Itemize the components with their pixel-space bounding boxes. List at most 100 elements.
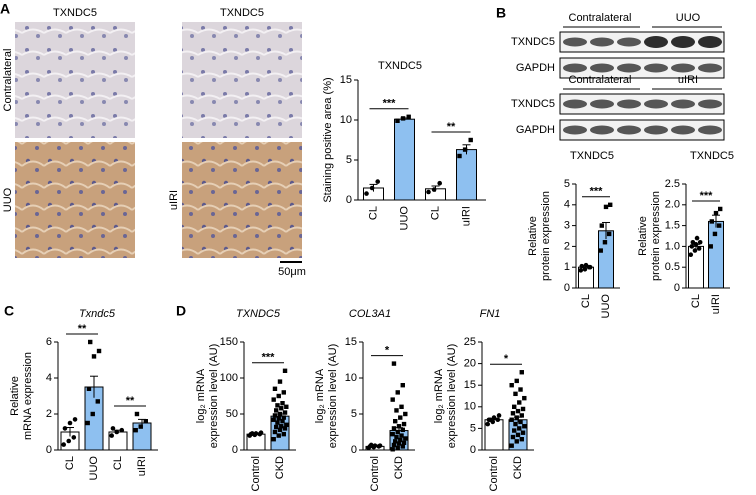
data-point bbox=[496, 413, 502, 418]
data-point bbox=[277, 379, 283, 384]
data-point bbox=[468, 137, 473, 143]
data-point bbox=[606, 231, 612, 237]
data-point bbox=[258, 430, 264, 436]
y-axis-label: log₂ mRNA bbox=[195, 368, 207, 423]
blot-header: UUO bbox=[676, 12, 701, 24]
data-point bbox=[281, 431, 286, 437]
data-point bbox=[66, 438, 72, 444]
data-point bbox=[375, 179, 381, 184]
data-point bbox=[390, 447, 395, 452]
y-axis-label: log₂ mRNA bbox=[314, 368, 326, 423]
data-point bbox=[517, 400, 522, 405]
data-point bbox=[690, 239, 696, 245]
data-point bbox=[583, 262, 589, 268]
data-point bbox=[279, 424, 284, 429]
data-point bbox=[369, 185, 375, 191]
data-point bbox=[134, 411, 140, 417]
data-point bbox=[274, 424, 279, 430]
data-point bbox=[274, 408, 279, 413]
data-point bbox=[394, 408, 399, 413]
blot-band bbox=[563, 99, 587, 109]
data-point bbox=[138, 424, 143, 429]
data-point bbox=[519, 437, 524, 442]
y-tick-label: 5 bbox=[346, 154, 352, 166]
blot-band bbox=[671, 99, 695, 109]
significance-label: *** bbox=[700, 190, 714, 202]
data-point bbox=[513, 391, 518, 397]
y-axis-label: Relative bbox=[9, 376, 21, 416]
data-point bbox=[400, 444, 405, 449]
panel-label: D bbox=[176, 303, 186, 319]
data-point bbox=[689, 244, 695, 249]
data-point bbox=[277, 411, 283, 417]
blot-band bbox=[671, 63, 695, 73]
data-point bbox=[401, 440, 407, 445]
significance-label: *** bbox=[262, 352, 276, 364]
chart-title: COL3A1 bbox=[349, 308, 391, 320]
y-axis-label: protein expression bbox=[650, 191, 662, 281]
row-label: UUO bbox=[2, 187, 14, 212]
data-point bbox=[85, 420, 90, 426]
chart-title: TXNDC5 bbox=[378, 60, 422, 72]
data-point bbox=[400, 383, 405, 388]
data-point bbox=[514, 378, 519, 384]
x-tick-label: CKD bbox=[393, 456, 405, 479]
data-point bbox=[495, 417, 501, 423]
data-point bbox=[603, 204, 609, 210]
data-point bbox=[276, 393, 281, 399]
y-tick-label: 2 bbox=[46, 408, 52, 420]
y-axis-label: Staining positive area (%) bbox=[322, 77, 334, 202]
panel-label: B bbox=[496, 5, 506, 21]
data-point bbox=[712, 231, 718, 237]
y-tick-label: 0 bbox=[674, 282, 680, 294]
y-tick-label: 10 bbox=[345, 372, 357, 384]
x-tick-label: Control bbox=[488, 456, 500, 491]
data-point bbox=[281, 415, 286, 420]
data-point bbox=[431, 187, 437, 192]
blot-band bbox=[563, 125, 587, 135]
data-point bbox=[90, 411, 95, 417]
data-point bbox=[399, 404, 404, 409]
data-point bbox=[396, 424, 402, 429]
data-point bbox=[602, 240, 608, 245]
data-point bbox=[280, 419, 285, 424]
data-point bbox=[462, 147, 468, 152]
data-point bbox=[716, 223, 722, 228]
y-tick-label: 50 bbox=[226, 408, 238, 420]
micrograph bbox=[15, 22, 135, 138]
data-point bbox=[391, 361, 397, 366]
data-point bbox=[437, 180, 443, 186]
data-point bbox=[514, 439, 519, 444]
blot-band bbox=[698, 36, 722, 48]
y-tick-label: 1.0 bbox=[665, 240, 680, 252]
micrograph-title: TXNDC5 bbox=[53, 7, 97, 19]
data-point bbox=[372, 443, 378, 448]
data-point bbox=[403, 411, 408, 417]
blot-strip bbox=[559, 93, 725, 115]
data-point bbox=[279, 406, 284, 411]
y-tick-label: 20 bbox=[464, 358, 476, 370]
data-point bbox=[395, 118, 400, 123]
data-point bbox=[253, 431, 259, 436]
data-point bbox=[61, 442, 66, 447]
bar bbox=[394, 118, 415, 201]
blot-band bbox=[644, 63, 668, 73]
blot-band bbox=[617, 63, 641, 73]
y-tick-label: 4 bbox=[46, 372, 52, 384]
data-point bbox=[518, 387, 523, 392]
data-point bbox=[275, 403, 280, 408]
y-tick-label: 100 bbox=[220, 372, 238, 384]
data-point bbox=[395, 429, 400, 435]
y-tick-label: 15 bbox=[345, 336, 357, 348]
x-tick-label: CL bbox=[367, 206, 379, 220]
scale-bar-label: 50μm bbox=[278, 266, 306, 278]
x-tick-label: CL bbox=[112, 456, 124, 470]
significance-label: *** bbox=[383, 98, 397, 110]
data-point bbox=[62, 426, 68, 431]
blot-strip bbox=[559, 119, 725, 141]
data-point bbox=[284, 404, 289, 409]
data-point bbox=[692, 248, 698, 253]
y-tick-label: 5 bbox=[470, 422, 476, 434]
blot-band bbox=[671, 36, 695, 48]
y-axis-label: log₂ mRNA bbox=[433, 368, 445, 423]
